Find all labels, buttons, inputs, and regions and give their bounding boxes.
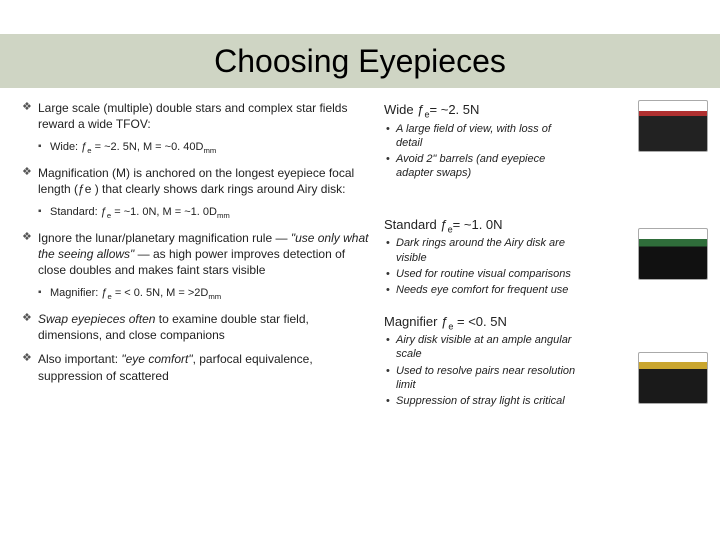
slide-content: Large scale (multiple) double stars and …	[22, 100, 702, 419]
magnifier-heading: Magnifier ƒe = <0. 5N	[384, 314, 702, 332]
wide-2: Avoid 2" barrels (and eyepiece adapter s…	[384, 152, 574, 181]
wide-1: A large field of view, with loss of deta…	[384, 122, 574, 151]
bullet-d2: Magnification (M) is anchored on the lon…	[22, 165, 376, 197]
slide-title: Choosing Eyepieces	[214, 43, 506, 80]
bullet-d3: Ignore the lunar/planetary magnification…	[22, 230, 376, 279]
magnifier-block: Magnifier ƒe = <0. 5N Airy disk visible …	[384, 314, 702, 409]
bullet-s3: Magnifier: ƒe = < 0. 5N, M = >2Dmm	[22, 286, 376, 303]
eyepiece-image-magnifier	[638, 352, 708, 404]
eyepiece-image-standard	[638, 228, 708, 280]
bullet-s3-text: Magnifier: ƒe = < 0. 5N, M = >2Dmm	[50, 287, 221, 299]
mag-1: Airy disk visible at an ample angular sc…	[384, 333, 584, 362]
mag-3: Suppression of stray light is critical	[384, 394, 584, 408]
bullet-s1: Wide: ƒe = ~2. 5N, M = ~0. 40Dmm	[22, 140, 376, 157]
bullet-d1: Large scale (multiple) double stars and …	[22, 100, 376, 132]
d5-a: Also important:	[38, 352, 121, 366]
slide: Choosing Eyepieces Large scale (multiple…	[0, 0, 720, 540]
columns: Large scale (multiple) double stars and …	[22, 100, 702, 419]
right-column: Wide ƒe= ~2. 5N A large field of view, w…	[382, 100, 702, 419]
std-1: Dark rings around the Airy disk are visi…	[384, 236, 584, 265]
bullet-s2-text: Standard: ƒe = ~1. 0N, M = ~1. 0Dmm	[50, 206, 230, 218]
eyepiece-image-wide	[638, 100, 708, 152]
d4-a: Swap eyepieces often	[38, 312, 155, 326]
title-band: Choosing Eyepieces	[0, 34, 720, 88]
bullet-s2: Standard: ƒe = ~1. 0N, M = ~1. 0Dmm	[22, 205, 376, 222]
std-2: Used for routine visual comparisons	[384, 267, 584, 281]
bullet-d4: Swap eyepieces often to examine double s…	[22, 311, 376, 343]
mag-2: Used to resolve pairs near resolution li…	[384, 364, 584, 393]
wide-block: Wide ƒe= ~2. 5N A large field of view, w…	[384, 102, 702, 181]
bullet-s1-text: Wide: ƒe = ~2. 5N, M = ~0. 40Dmm	[50, 141, 216, 153]
standard-block: Standard ƒe= ~1. 0N Dark rings around th…	[384, 217, 702, 298]
std-3: Needs eye comfort for frequent use	[384, 283, 584, 297]
d5-q: "eye comfort"	[121, 352, 192, 366]
left-column: Large scale (multiple) double stars and …	[22, 100, 382, 419]
d3-a: Ignore the lunar/planetary magnification…	[38, 231, 291, 245]
bullet-d5: Also important: "eye comfort", parfocal …	[22, 351, 376, 383]
